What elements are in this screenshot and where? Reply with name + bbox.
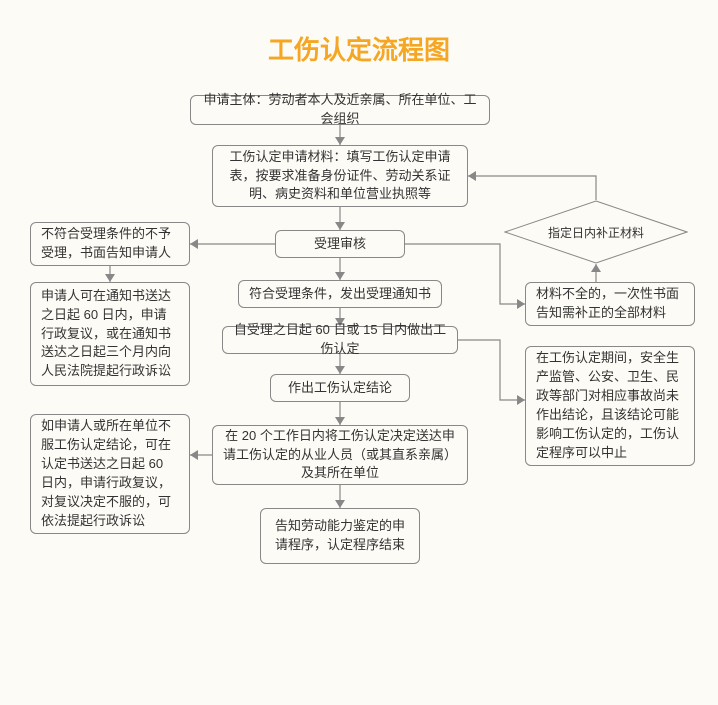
node-suspend: 在工伤认定期间，安全生产监管、公安、卫生、民政等部门对相应事故尚未作出结论，且该…	[525, 346, 695, 466]
chart-title: 工伤认定流程图	[0, 30, 718, 67]
node-applicant: 申请主体：劳动者本人及近亲属、所在单位、工会组织	[190, 95, 490, 125]
node-review: 受理审核	[275, 230, 405, 258]
node-conclusion: 作出工伤认定结论	[270, 374, 410, 402]
node-disagree-appeal: 如申请人或所在单位不服工伤认定结论，可在认定书送达之日起 60 日内，申请行政复…	[30, 414, 190, 534]
node-end: 告知劳动能力鉴定的申请程序，认定程序结束	[260, 508, 420, 564]
node-deliver-20days: 在 20 个工作日内将工伤认定决定送达申请工伤认定的从业人员（或其直系亲属）及其…	[212, 425, 468, 485]
decision-supplement: 指定日内补正材料	[504, 200, 688, 264]
node-appeal-60days: 申请人可在通知书送达之日起 60 日内，申请行政复议，或在通知书送达之日起三个月…	[30, 282, 190, 386]
node-60-15-days: 自受理之日起 60 日或 15 日内做出工伤认定	[222, 326, 458, 354]
node-incomplete-materials: 材料不全的，一次性书面告知需补正的全部材料	[525, 282, 695, 326]
node-accept-notice: 符合受理条件，发出受理通知书	[238, 280, 442, 308]
node-reject-notice: 不符合受理条件的不予受理，书面告知申请人	[30, 222, 190, 266]
decision-label: 指定日内补正材料	[548, 224, 644, 241]
flowchart-canvas: 工伤认定流程图 申请主体：劳动者本人及近亲属、所在单位、工会组织 工伤认定申请材…	[0, 0, 718, 705]
node-materials: 工伤认定申请材料：填写工伤认定申请表，按要求准备身份证件、劳动关系证明、病史资料…	[212, 145, 468, 207]
